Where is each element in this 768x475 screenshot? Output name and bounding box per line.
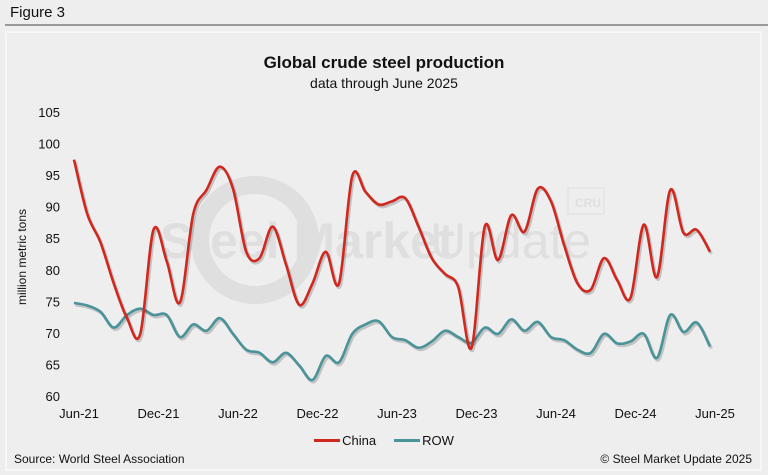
- y-tick-label: 80: [46, 263, 60, 278]
- x-tick-label: Dec-24: [615, 406, 657, 421]
- legend-label-row: ROW: [422, 433, 454, 448]
- series-line-china: [72, 159, 712, 351]
- x-tick-label: Jun-21: [59, 406, 99, 421]
- x-tick-label: Jun-23: [377, 406, 417, 421]
- figure-label: Figure 3: [10, 4, 66, 21]
- figure-divider: [5, 24, 768, 26]
- legend-swatch-china: [314, 439, 341, 442]
- y-tick-label: 60: [46, 389, 60, 404]
- legend-label-china: China: [342, 433, 377, 448]
- y-tick-label: 95: [46, 168, 60, 183]
- legend-item-row: ROW: [394, 433, 454, 448]
- svg-text:Steel Market: Steel Market: [160, 213, 455, 269]
- y-tick-label: 65: [46, 357, 60, 372]
- svg-text:Update: Update: [430, 213, 591, 269]
- x-tick-label: Dec-22: [297, 406, 339, 421]
- y-tick-label: 105: [38, 105, 60, 120]
- svg-text:CRU: CRU: [575, 196, 601, 210]
- y-axis-title: million metric tons: [15, 208, 29, 306]
- legend-swatch-row: [394, 439, 421, 442]
- x-tick-label: Dec-21: [138, 406, 180, 421]
- y-tick-label: 100: [38, 137, 60, 152]
- legend-item-china: China: [314, 433, 376, 448]
- watermark: Steel Market Update CRU: [160, 176, 605, 304]
- source-note: Source: World Steel Association: [14, 452, 185, 466]
- x-tick-label: Jun-25: [695, 406, 735, 421]
- x-tick-label: Dec-23: [456, 406, 498, 421]
- chart-subtitle: data through June 2025: [310, 75, 458, 91]
- x-tick-label: Jun-24: [536, 406, 576, 421]
- series-line-row: [73, 301, 712, 382]
- x-tick-label: Jun-22: [218, 406, 258, 421]
- series-shadow-china: [74, 161, 713, 353]
- legend: China ROW: [0, 433, 768, 448]
- copyright-note: © Steel Market Update 2025: [600, 452, 752, 466]
- chart-panel: [5, 31, 762, 471]
- y-tick-label: 70: [46, 326, 60, 341]
- y-tick-label: 85: [46, 231, 60, 246]
- chart-title: Global crude steel production: [263, 53, 505, 72]
- y-tick-label: 90: [46, 200, 60, 215]
- y-tick-label: 75: [46, 294, 60, 309]
